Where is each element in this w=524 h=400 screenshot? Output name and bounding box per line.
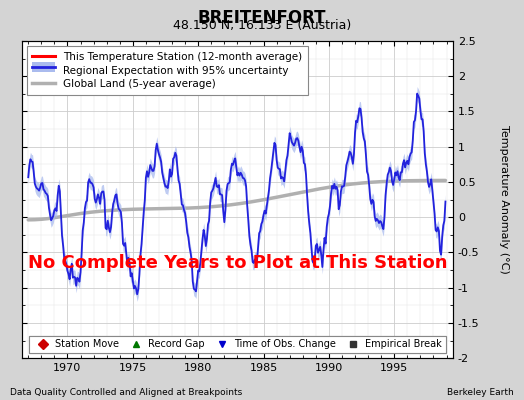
Text: Data Quality Controlled and Aligned at Breakpoints: Data Quality Controlled and Aligned at B… bbox=[10, 388, 243, 397]
Text: 48.150 N, 16.133 E (Austria): 48.150 N, 16.133 E (Austria) bbox=[173, 19, 351, 32]
Y-axis label: Temperature Anomaly (°C): Temperature Anomaly (°C) bbox=[499, 125, 509, 274]
Text: BREITENFORT: BREITENFORT bbox=[198, 9, 326, 27]
Legend: Station Move, Record Gap, Time of Obs. Change, Empirical Break: Station Move, Record Gap, Time of Obs. C… bbox=[29, 336, 446, 353]
Text: Berkeley Earth: Berkeley Earth bbox=[447, 388, 514, 397]
Text: No Complete Years to Plot at This Station: No Complete Years to Plot at This Statio… bbox=[28, 254, 447, 272]
